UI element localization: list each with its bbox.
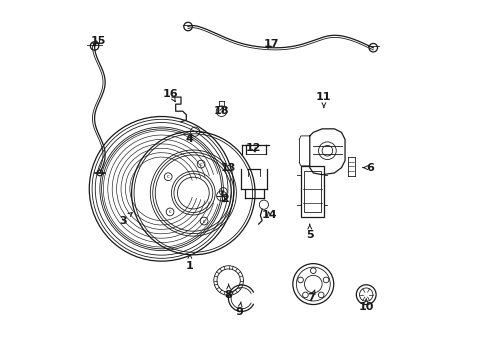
Text: 4: 4 [185, 134, 193, 144]
Circle shape [93, 43, 96, 47]
Text: 9: 9 [235, 302, 243, 317]
Text: 18: 18 [213, 106, 229, 116]
Text: c: c [200, 162, 202, 167]
Text: 13: 13 [221, 163, 236, 173]
Text: 10: 10 [358, 299, 373, 312]
Text: 2: 2 [221, 194, 228, 204]
Text: 15: 15 [90, 36, 105, 46]
Text: 8: 8 [224, 284, 232, 300]
Text: 5: 5 [305, 224, 313, 240]
Text: 3: 3 [119, 212, 132, 226]
Text: c: c [203, 219, 205, 224]
Text: 16: 16 [163, 89, 178, 102]
Text: 11: 11 [315, 92, 331, 108]
Text: c: c [222, 189, 224, 194]
Text: 1: 1 [185, 255, 193, 271]
Text: 14: 14 [261, 210, 276, 220]
Text: 6: 6 [362, 163, 373, 173]
Text: c: c [168, 210, 171, 215]
Text: 7: 7 [307, 290, 315, 303]
Text: 12: 12 [245, 143, 261, 153]
Text: 17: 17 [263, 39, 278, 49]
Text: c: c [166, 174, 169, 179]
